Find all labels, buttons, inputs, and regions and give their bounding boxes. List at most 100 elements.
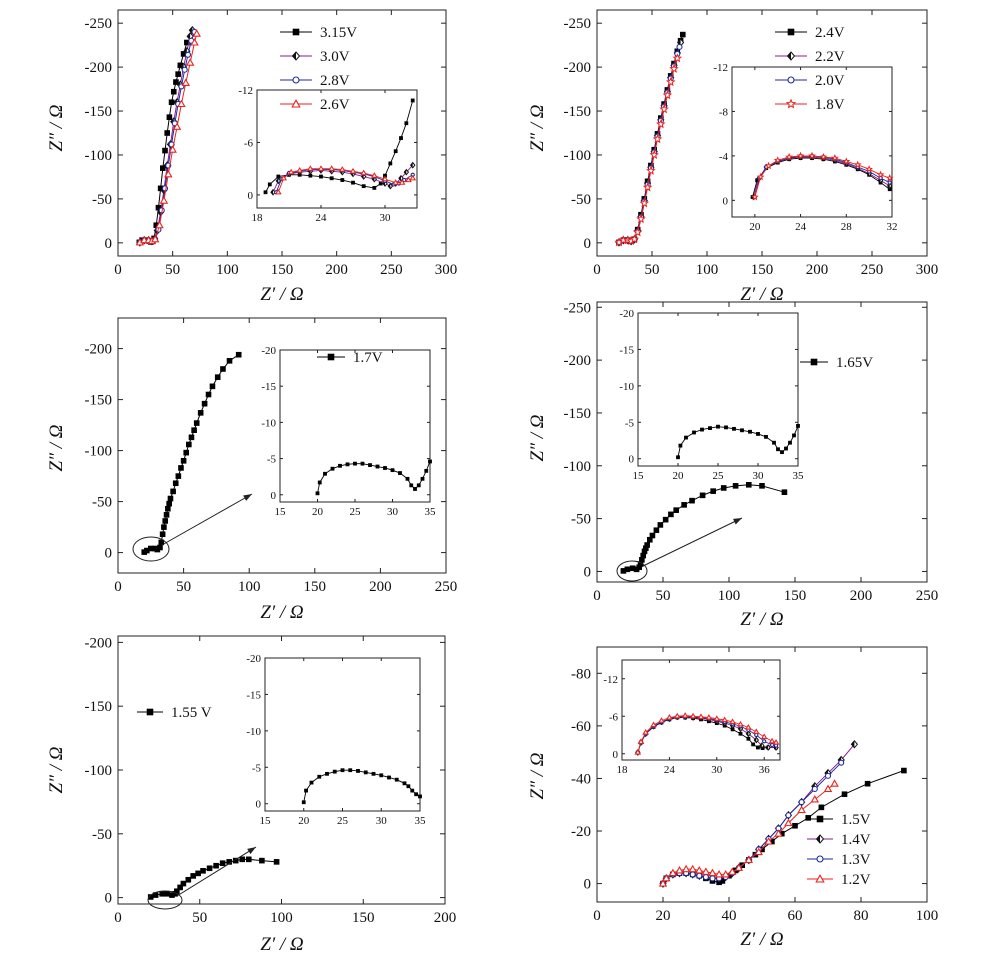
panel-3-series-0-point [175, 473, 182, 479]
panel-5-zoom-arrow-head [247, 847, 256, 855]
panel-1-inset-series-0-point [267, 182, 272, 187]
panel-3-series-0-point [214, 374, 221, 380]
panel-1-series-3-point [177, 99, 186, 108]
panel-1-inset-series-3-point [381, 175, 389, 182]
panel-3-inset-xtick-label: 35 [425, 506, 437, 518]
panel-2-inset-xtick-label: 20 [749, 221, 761, 233]
panel-3-series-0-point [159, 531, 166, 538]
panel-3-series-0-point [197, 410, 204, 416]
panel-6-series-2-point [785, 812, 792, 819]
panel-1-x-axis-label: Z′ / Ω [260, 284, 304, 305]
panel-1-inset-series-0-point [361, 184, 366, 189]
panel-3-inset-series-0-point [315, 491, 320, 496]
panel-5-inset-xtick-label: 15 [260, 815, 272, 827]
panel-6-series-2-point [709, 875, 716, 882]
panel-6-series-3-point [728, 867, 737, 875]
panel-6-inset-xtick-label: 30 [711, 764, 723, 776]
panel-5-series-0-point [206, 865, 213, 872]
panel-5-series-0-point [164, 890, 170, 897]
panel-5-inset-series-0-point [394, 777, 399, 782]
panel-6-ytick-label: 0 [584, 877, 592, 893]
panel-2-series-3-point [629, 234, 640, 244]
panel-3-series-0-point [188, 434, 195, 441]
panel-1-series-2-point [184, 51, 192, 58]
panel-1-series-2-point [181, 66, 188, 73]
panel-6-inset-ytick-label: -12 [603, 674, 618, 686]
panel-2-inset-frame [731, 66, 893, 218]
panel-4-series-0-point [689, 497, 695, 504]
panel-4-series-0-point [657, 522, 664, 528]
panel-2-xtick-label: 300 [916, 262, 939, 278]
panel-3-series-0-point [166, 500, 172, 507]
panel-1-inset-series-3-point [280, 174, 288, 181]
panel-3-ytick-label: 0 [105, 546, 113, 562]
panel-1-inset-series-0-point [410, 98, 415, 103]
panel-4-series-0 [620, 481, 788, 574]
panel-1-inset-series-3-point [349, 167, 357, 174]
panel-6-series-3-point [797, 805, 806, 814]
panel-1-series-3-point [190, 38, 199, 46]
panel-1-inset-series-0-point [340, 178, 345, 182]
panel-3-series-0-point [180, 457, 187, 464]
panel-4-inset-series-0-point [716, 424, 720, 429]
panel-4-inset-series-0-point [796, 424, 800, 428]
panel-1-series-3-point [172, 122, 182, 130]
panel-6-series-3-point [658, 879, 668, 887]
panel-3-inset-series-0-point [428, 459, 432, 464]
panel-6-series-3-point [754, 847, 763, 856]
panel-4-ytick-label: -50 [571, 512, 591, 528]
panel-6-legend-entry: 1.4V [841, 832, 871, 848]
panel-6-xtick-label: 20 [656, 908, 671, 924]
panel-3-xtick-label: 250 [435, 579, 458, 595]
panel-5-series-0-point [239, 856, 246, 863]
panel-4-inset-xtick-label: 35 [793, 470, 805, 482]
panel-1-inset-series-0-point [393, 149, 398, 154]
panel-3-ytick-label: -200 [85, 342, 113, 358]
panel-3-legend: 1.7V [317, 350, 383, 366]
panel-5-inset-series-0-point [406, 784, 411, 789]
panel-5-series-0-point [200, 868, 206, 874]
panel-6-series-3-point [708, 868, 717, 877]
panel-2-legend-swatch-marker [786, 51, 796, 61]
panel-4-legend-entry: 1.65V [836, 355, 873, 371]
panel-5-inset-ytick-label: -10 [246, 726, 261, 738]
panel-2-legend-entry: 2.2V [815, 49, 845, 65]
panel-3-series-0-point [165, 505, 171, 512]
panel-3-inset-ytick-label: -10 [261, 417, 276, 429]
panel-4-series-0-point [720, 485, 727, 491]
panel-3-series-0-point [205, 391, 212, 398]
panel-5-ytick-label: -50 [92, 827, 112, 843]
panel-4-xtick-label: 150 [784, 588, 807, 604]
panel-2-inset-series-3-point [865, 165, 874, 173]
panel-1-inset-series-3-point [296, 166, 304, 173]
panel-5-series-0-point [180, 880, 187, 887]
panel-4-inset-series-0-point [732, 426, 736, 431]
panel-1-ytick-label: -150 [85, 104, 113, 120]
panel-1-inset-xtick-label: 30 [380, 212, 392, 224]
panel-2-legend-entry: 2.4V [815, 25, 845, 41]
panel-4-series-0-point [710, 488, 716, 494]
panel-4-legend: 1.65V [800, 355, 873, 371]
panel-6-inset-frame [621, 659, 781, 761]
panel-2-inset-series-3-point [830, 154, 839, 162]
panel-1-xtick-label: 100 [216, 262, 239, 278]
panel-3-series-0-point [201, 400, 208, 407]
panel-2-inset-series-3-point [842, 157, 851, 165]
panel-1-series-3-point [155, 220, 164, 229]
panel-6-legend-swatch-marker [815, 874, 825, 883]
panel-3-inset-series-0-point [330, 466, 335, 471]
panel-1-inset-series-3-point [370, 172, 378, 178]
panel-6-ytick-label: -80 [571, 666, 591, 682]
panel-4-series-0-point [781, 489, 788, 495]
panel-3-inset-series-0-point [383, 466, 387, 470]
panel-2-inset-series-3-point [756, 172, 765, 181]
panel-6-series-0-point [818, 804, 825, 811]
panel-1-series-0-point [168, 99, 175, 106]
panel-5-inset-series-0-point [371, 771, 376, 776]
panel-5-legend-entry: 1.55 V [171, 705, 212, 721]
panel-2-y-axis-label: Z″ / Ω [527, 104, 548, 151]
panel-6-series-2-point [838, 759, 845, 766]
panel-5-inset-series-0-point [325, 771, 329, 776]
